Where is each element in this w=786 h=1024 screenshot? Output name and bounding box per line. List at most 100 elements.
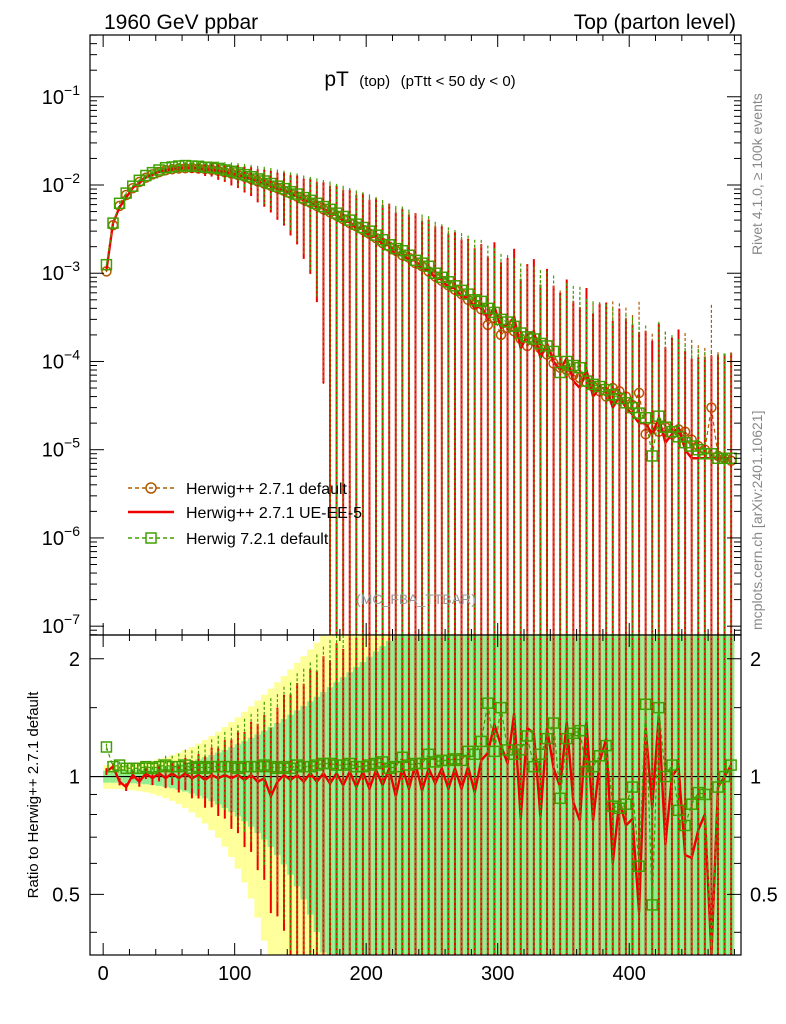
data-point-square [679, 436, 691, 449]
y-tick-label-base: 10 [42, 351, 64, 373]
data-point-square [455, 284, 468, 297]
data-point-square [554, 792, 566, 805]
data-point-square [534, 337, 547, 350]
data-point-square [383, 239, 395, 251]
y-tick-label: 10−4 [42, 346, 80, 373]
data-point-square [679, 819, 691, 832]
y-tick-label: 10−3 [42, 258, 80, 285]
data-point-square [245, 171, 257, 183]
data-point-square [330, 759, 343, 771]
data-point-square [317, 200, 330, 213]
data-point-square [251, 760, 264, 773]
ratio-ticks [90, 635, 741, 955]
data-point-square [219, 164, 231, 176]
data-point-square [574, 361, 586, 374]
data-point-square [442, 276, 455, 288]
ratio-panel: 0.5 0.5 1 1 2 2 0 100 200 300 400 Ratio to Herwig… [25, 634, 778, 985]
data-point-square [416, 757, 428, 770]
data-point-square [232, 167, 244, 179]
data-point-square [422, 748, 435, 761]
data-point-square [192, 760, 205, 773]
data-point-square [639, 412, 652, 424]
data-point-square [692, 443, 705, 456]
data-point-square [140, 169, 152, 182]
data-point-square [672, 804, 685, 817]
data-point-square [304, 194, 317, 207]
data-point-square [133, 762, 146, 775]
y-tick-label-exponent: −1 [64, 82, 80, 98]
data-point-square [357, 760, 369, 773]
y-tick-label-exponent: −4 [64, 346, 80, 362]
data-point-square [278, 760, 290, 773]
main-panel: 10−110−210−310−410−510−610−7 pT (top) (p… [42, 34, 742, 638]
data-point-square [350, 218, 363, 230]
y-tick-label-base: 10 [42, 263, 64, 285]
title-cut: (pTtt < 50 dy < 0) [401, 73, 516, 90]
data-point-square [495, 701, 507, 714]
data-point-square [265, 760, 277, 773]
data-point-square [475, 295, 488, 308]
y-tick-label: 10−2 [42, 170, 80, 197]
data-point-square [521, 331, 534, 343]
data-point-square [646, 899, 658, 911]
data-point-square [514, 327, 527, 339]
data-point-square [192, 160, 205, 173]
data-point-square [718, 452, 731, 465]
legend-marker-circle [145, 482, 157, 494]
data-point-square [297, 191, 310, 204]
data-point-square [567, 727, 580, 740]
data-point-square [712, 452, 724, 465]
data-point-square [126, 180, 139, 192]
data-point-square [179, 759, 192, 771]
data-point-square [659, 770, 672, 783]
data-point-square [376, 756, 389, 768]
plot-title: pT (top) (pTtt < 50 dy < 0) [324, 68, 515, 91]
data-point-square [508, 320, 520, 333]
data-point-square [166, 161, 178, 173]
y-tick-label-base: 10 [42, 616, 64, 638]
data-point-square [232, 762, 244, 775]
data-point-square [449, 753, 461, 765]
data-point-square [258, 759, 271, 771]
legend-entry-herwig-721-default: Herwig 7.2.1 default [128, 531, 329, 548]
data-point-square [291, 188, 303, 200]
data-point-square [699, 447, 711, 460]
data-point-square [653, 701, 665, 714]
data-point-square [567, 359, 580, 372]
data-point-square [442, 754, 455, 767]
data-point-square [488, 306, 501, 319]
main-y-tick-labels: 10−110−210−310−410−510−610−7 [42, 82, 80, 638]
data-point-square [534, 748, 547, 761]
legend-label-2: Herwig++ 2.7.1 UE-EE-5 [186, 505, 362, 522]
x-tick-labels: 0 100 200 300 400 [98, 963, 646, 985]
data-point-square [304, 760, 317, 773]
data-point-square [271, 762, 284, 775]
data-point-square [495, 313, 507, 326]
main-plot-area [100, 159, 737, 635]
data-point-square [580, 375, 593, 387]
data-point-square [429, 267, 441, 279]
y-tick-label-base: 10 [42, 87, 64, 109]
data-point-square [343, 214, 356, 226]
data-point-square [146, 166, 159, 179]
data-point-square [238, 168, 251, 181]
data-point-square [685, 440, 698, 452]
data-point-square [212, 760, 224, 773]
data-point-square [153, 760, 165, 773]
data-point-square [383, 762, 395, 775]
data-point-square [100, 258, 113, 271]
data-point-square [126, 762, 139, 775]
data-point-square [343, 757, 356, 770]
data-point-square [653, 410, 665, 422]
y-tick-label-exponent: −6 [64, 523, 80, 539]
data-point-square [468, 294, 481, 306]
rivet-label: Rivet 4.1.0, ≥ 100k events [749, 93, 765, 255]
data-point-square [212, 162, 224, 175]
legend-label-3: Herwig 7.2.1 default [186, 531, 329, 548]
data-point-square [278, 182, 290, 195]
analysis-tag: (MC_FBA_TTBAR) [356, 591, 476, 607]
data-point-square [265, 177, 277, 190]
y-tick-label-base: 10 [42, 175, 64, 197]
data-point-square [324, 203, 336, 216]
